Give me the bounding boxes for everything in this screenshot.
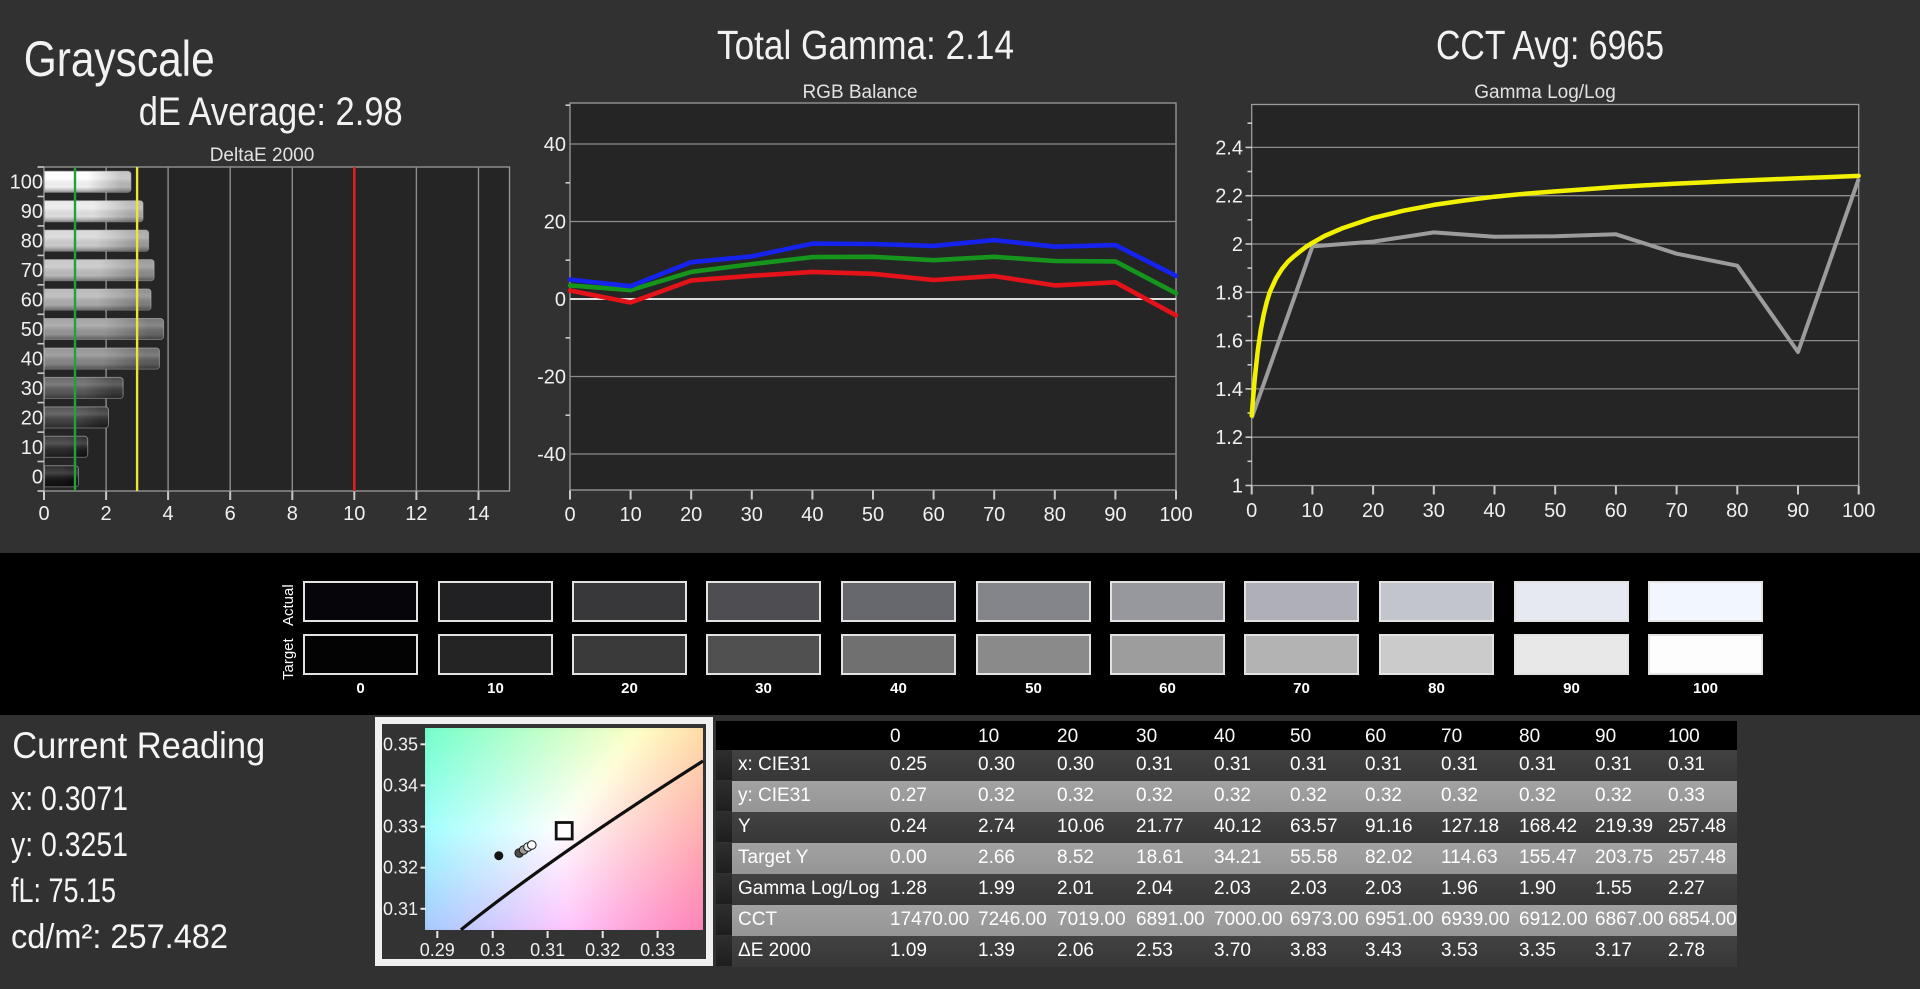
- svg-text:8: 8: [287, 503, 298, 525]
- svg-text:0: 0: [564, 504, 575, 526]
- svg-text:0.3: 0.3: [480, 940, 505, 960]
- svg-text:y: 0.3251: y: 0.3251: [11, 826, 128, 864]
- svg-text:fL: 75.15: fL: 75.15: [11, 872, 116, 910]
- svg-text:30: 30: [21, 378, 43, 400]
- svg-text:0.31: 0.31: [530, 940, 565, 960]
- svg-text:1.6: 1.6: [1215, 331, 1243, 353]
- svg-text:20: 20: [21, 407, 43, 429]
- svg-text:DeltaE 2000: DeltaE 2000: [210, 145, 315, 166]
- svg-text:Total Gamma: 2.14: Total Gamma: 2.14: [717, 22, 1014, 68]
- svg-text:1.8: 1.8: [1215, 282, 1243, 304]
- svg-text:Grayscale: Grayscale: [24, 31, 215, 87]
- svg-text:40: 40: [21, 349, 43, 371]
- svg-text:0.31: 0.31: [383, 899, 418, 919]
- svg-text:1.4: 1.4: [1215, 379, 1243, 401]
- svg-text:70: 70: [983, 504, 1005, 526]
- svg-text:RGB Balance: RGB Balance: [802, 82, 917, 103]
- svg-text:80: 80: [21, 231, 43, 253]
- svg-text:70: 70: [21, 260, 43, 282]
- svg-text:-20: -20: [537, 367, 566, 389]
- svg-text:14: 14: [467, 503, 489, 525]
- svg-text:10: 10: [1301, 500, 1323, 522]
- svg-text:0.34: 0.34: [383, 775, 418, 795]
- svg-text:0.35: 0.35: [383, 734, 418, 754]
- svg-text:40: 40: [544, 134, 566, 156]
- svg-text:90: 90: [1104, 504, 1126, 526]
- svg-text:50: 50: [862, 504, 884, 526]
- svg-text:0.33: 0.33: [383, 817, 418, 837]
- svg-text:100: 100: [10, 172, 43, 194]
- svg-text:0: 0: [555, 289, 566, 311]
- svg-text:2: 2: [101, 503, 112, 525]
- svg-text:20: 20: [1362, 500, 1384, 522]
- svg-text:20: 20: [680, 504, 702, 526]
- svg-text:30: 30: [741, 504, 763, 526]
- svg-text:30: 30: [1423, 500, 1445, 522]
- svg-text:80: 80: [1044, 504, 1066, 526]
- svg-text:20: 20: [544, 212, 566, 234]
- svg-text:0: 0: [38, 503, 49, 525]
- svg-text:60: 60: [922, 504, 944, 526]
- svg-text:2.2: 2.2: [1215, 186, 1243, 208]
- svg-text:80: 80: [1726, 500, 1748, 522]
- svg-text:dE Average: 2.98: dE Average: 2.98: [139, 90, 403, 134]
- svg-text:-40: -40: [537, 444, 566, 466]
- svg-text:4: 4: [163, 503, 174, 525]
- svg-text:100: 100: [1842, 500, 1875, 522]
- svg-text:10: 10: [619, 504, 641, 526]
- svg-text:10: 10: [343, 503, 365, 525]
- svg-text:CCT Avg: 6965: CCT Avg: 6965: [1436, 22, 1664, 68]
- svg-text:50: 50: [1544, 500, 1566, 522]
- svg-text:90: 90: [1787, 500, 1809, 522]
- svg-text:2: 2: [1232, 234, 1243, 256]
- svg-text:70: 70: [1665, 500, 1687, 522]
- svg-text:6: 6: [225, 503, 236, 525]
- svg-text:cd/m²: 257.482: cd/m²: 257.482: [11, 918, 228, 956]
- svg-text:90: 90: [21, 201, 43, 223]
- svg-text:100: 100: [1159, 504, 1192, 526]
- svg-text:Current Reading: Current Reading: [12, 725, 265, 766]
- svg-text:x: 0.3071: x: 0.3071: [11, 780, 128, 818]
- svg-text:0.33: 0.33: [640, 940, 675, 960]
- svg-text:50: 50: [21, 319, 43, 341]
- svg-text:Gamma Log/Log: Gamma Log/Log: [1474, 82, 1616, 103]
- svg-text:10: 10: [21, 437, 43, 459]
- svg-text:0: 0: [1246, 500, 1257, 522]
- svg-text:0.32: 0.32: [383, 858, 418, 878]
- svg-text:1: 1: [1232, 476, 1243, 498]
- svg-text:60: 60: [21, 290, 43, 312]
- svg-text:0.29: 0.29: [420, 940, 455, 960]
- svg-text:40: 40: [1483, 500, 1505, 522]
- svg-text:2.4: 2.4: [1215, 137, 1243, 159]
- svg-text:1.2: 1.2: [1215, 427, 1243, 449]
- svg-text:12: 12: [405, 503, 427, 525]
- svg-text:0.32: 0.32: [585, 940, 620, 960]
- svg-text:40: 40: [801, 504, 823, 526]
- svg-text:0: 0: [32, 466, 43, 488]
- svg-text:60: 60: [1605, 500, 1627, 522]
